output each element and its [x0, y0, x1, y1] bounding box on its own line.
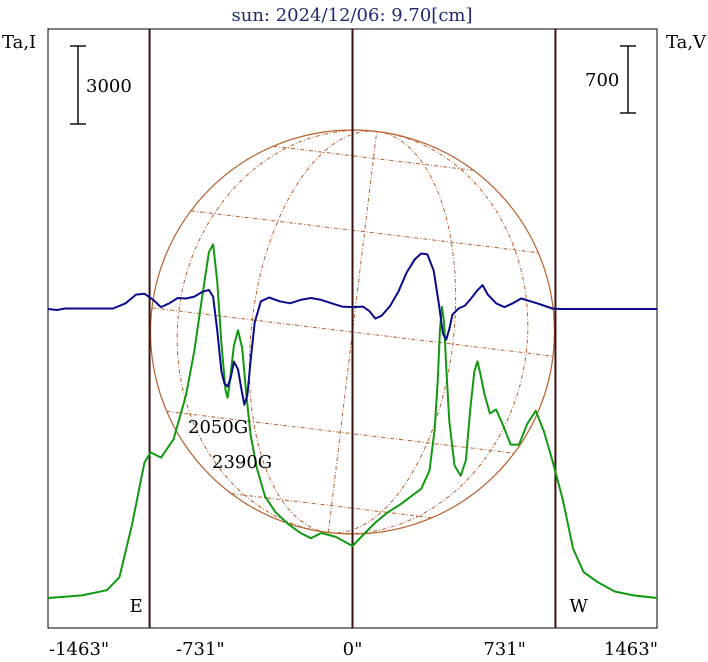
latitude-line — [273, 145, 474, 171]
annotation-2390g: 2390G — [212, 452, 272, 473]
x-tick-label: 0" — [343, 639, 363, 660]
marker-label: W — [569, 596, 588, 617]
x-tick-label: -1463" — [49, 639, 109, 660]
annotation-2050g: 2050G — [188, 417, 248, 438]
x-axis-ticks: -1463" -731" 0" 731" 1463" — [49, 639, 658, 660]
x-tick-label: 1463" — [604, 639, 658, 660]
scalebar-right — [620, 45, 636, 114]
left-axis-label: Ta,I — [2, 32, 36, 53]
intensity-line — [47, 243, 658, 599]
right-axis-label: Ta,V — [666, 32, 707, 53]
scalebar-left-label: 3000 — [86, 76, 132, 97]
longitude-line — [176, 129, 377, 533]
polarization-line — [47, 252, 657, 406]
scalebar-left — [70, 45, 86, 125]
marker-label: E — [130, 596, 143, 617]
longitude-line — [248, 130, 377, 533]
scalebar-right-label: 700 — [585, 70, 619, 91]
x-tick-label: -731" — [176, 639, 225, 660]
latitude-line — [190, 210, 539, 254]
longitude-line — [328, 131, 529, 535]
longitude-line — [328, 131, 457, 534]
chart-title: sun: 2024/12/06: 9.70[cm] — [231, 5, 472, 26]
x-tick-label: 731" — [483, 639, 526, 660]
